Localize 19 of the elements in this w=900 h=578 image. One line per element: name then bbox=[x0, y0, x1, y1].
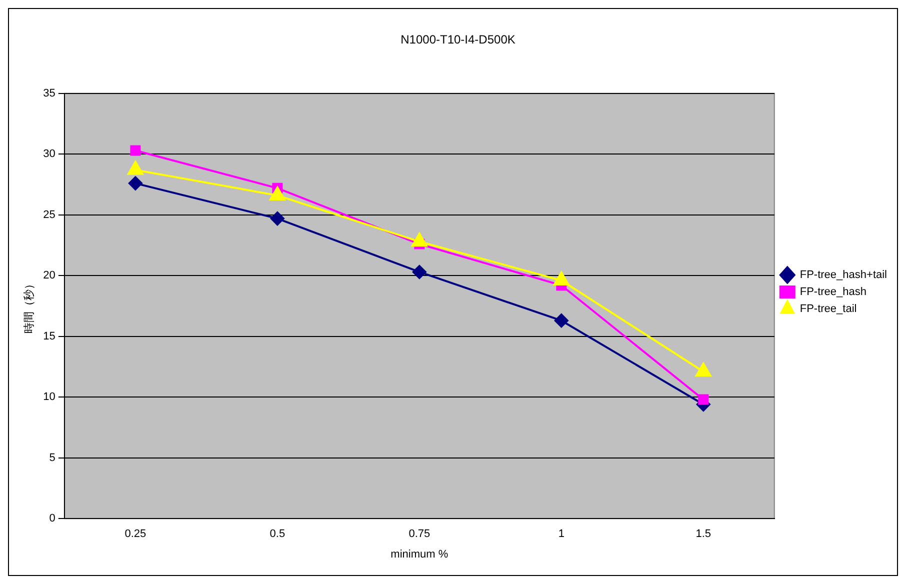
y-tick-label: 30 bbox=[43, 148, 56, 160]
y-tick-label: 25 bbox=[43, 208, 56, 221]
chart-title: N1000-T10-I4-D500K bbox=[400, 32, 516, 47]
y-tick-label: 20 bbox=[43, 270, 56, 282]
legend-label: FP-tree_hash bbox=[800, 286, 867, 298]
x-axis-title: minimum % bbox=[390, 548, 448, 560]
x-tick-label: 1 bbox=[558, 528, 564, 540]
x-tick-label: 0.5 bbox=[270, 528, 286, 540]
legend-label: FP-tree_hash+tail bbox=[800, 269, 888, 282]
y-tick-label: 5 bbox=[49, 452, 56, 464]
y-tick-label: 15 bbox=[43, 330, 56, 342]
y-tick-label: 10 bbox=[43, 391, 56, 404]
x-tick-label: 1.5 bbox=[696, 528, 712, 540]
legend-label: FP-tree_tail bbox=[800, 303, 857, 316]
x-tick-label: 0.25 bbox=[124, 528, 146, 540]
y-tick-label: 0 bbox=[49, 512, 56, 525]
y-axis-title: 時間（秒） bbox=[22, 278, 36, 334]
y-tick-label: 35 bbox=[43, 87, 56, 100]
x-tick-label: 0.75 bbox=[408, 528, 430, 540]
